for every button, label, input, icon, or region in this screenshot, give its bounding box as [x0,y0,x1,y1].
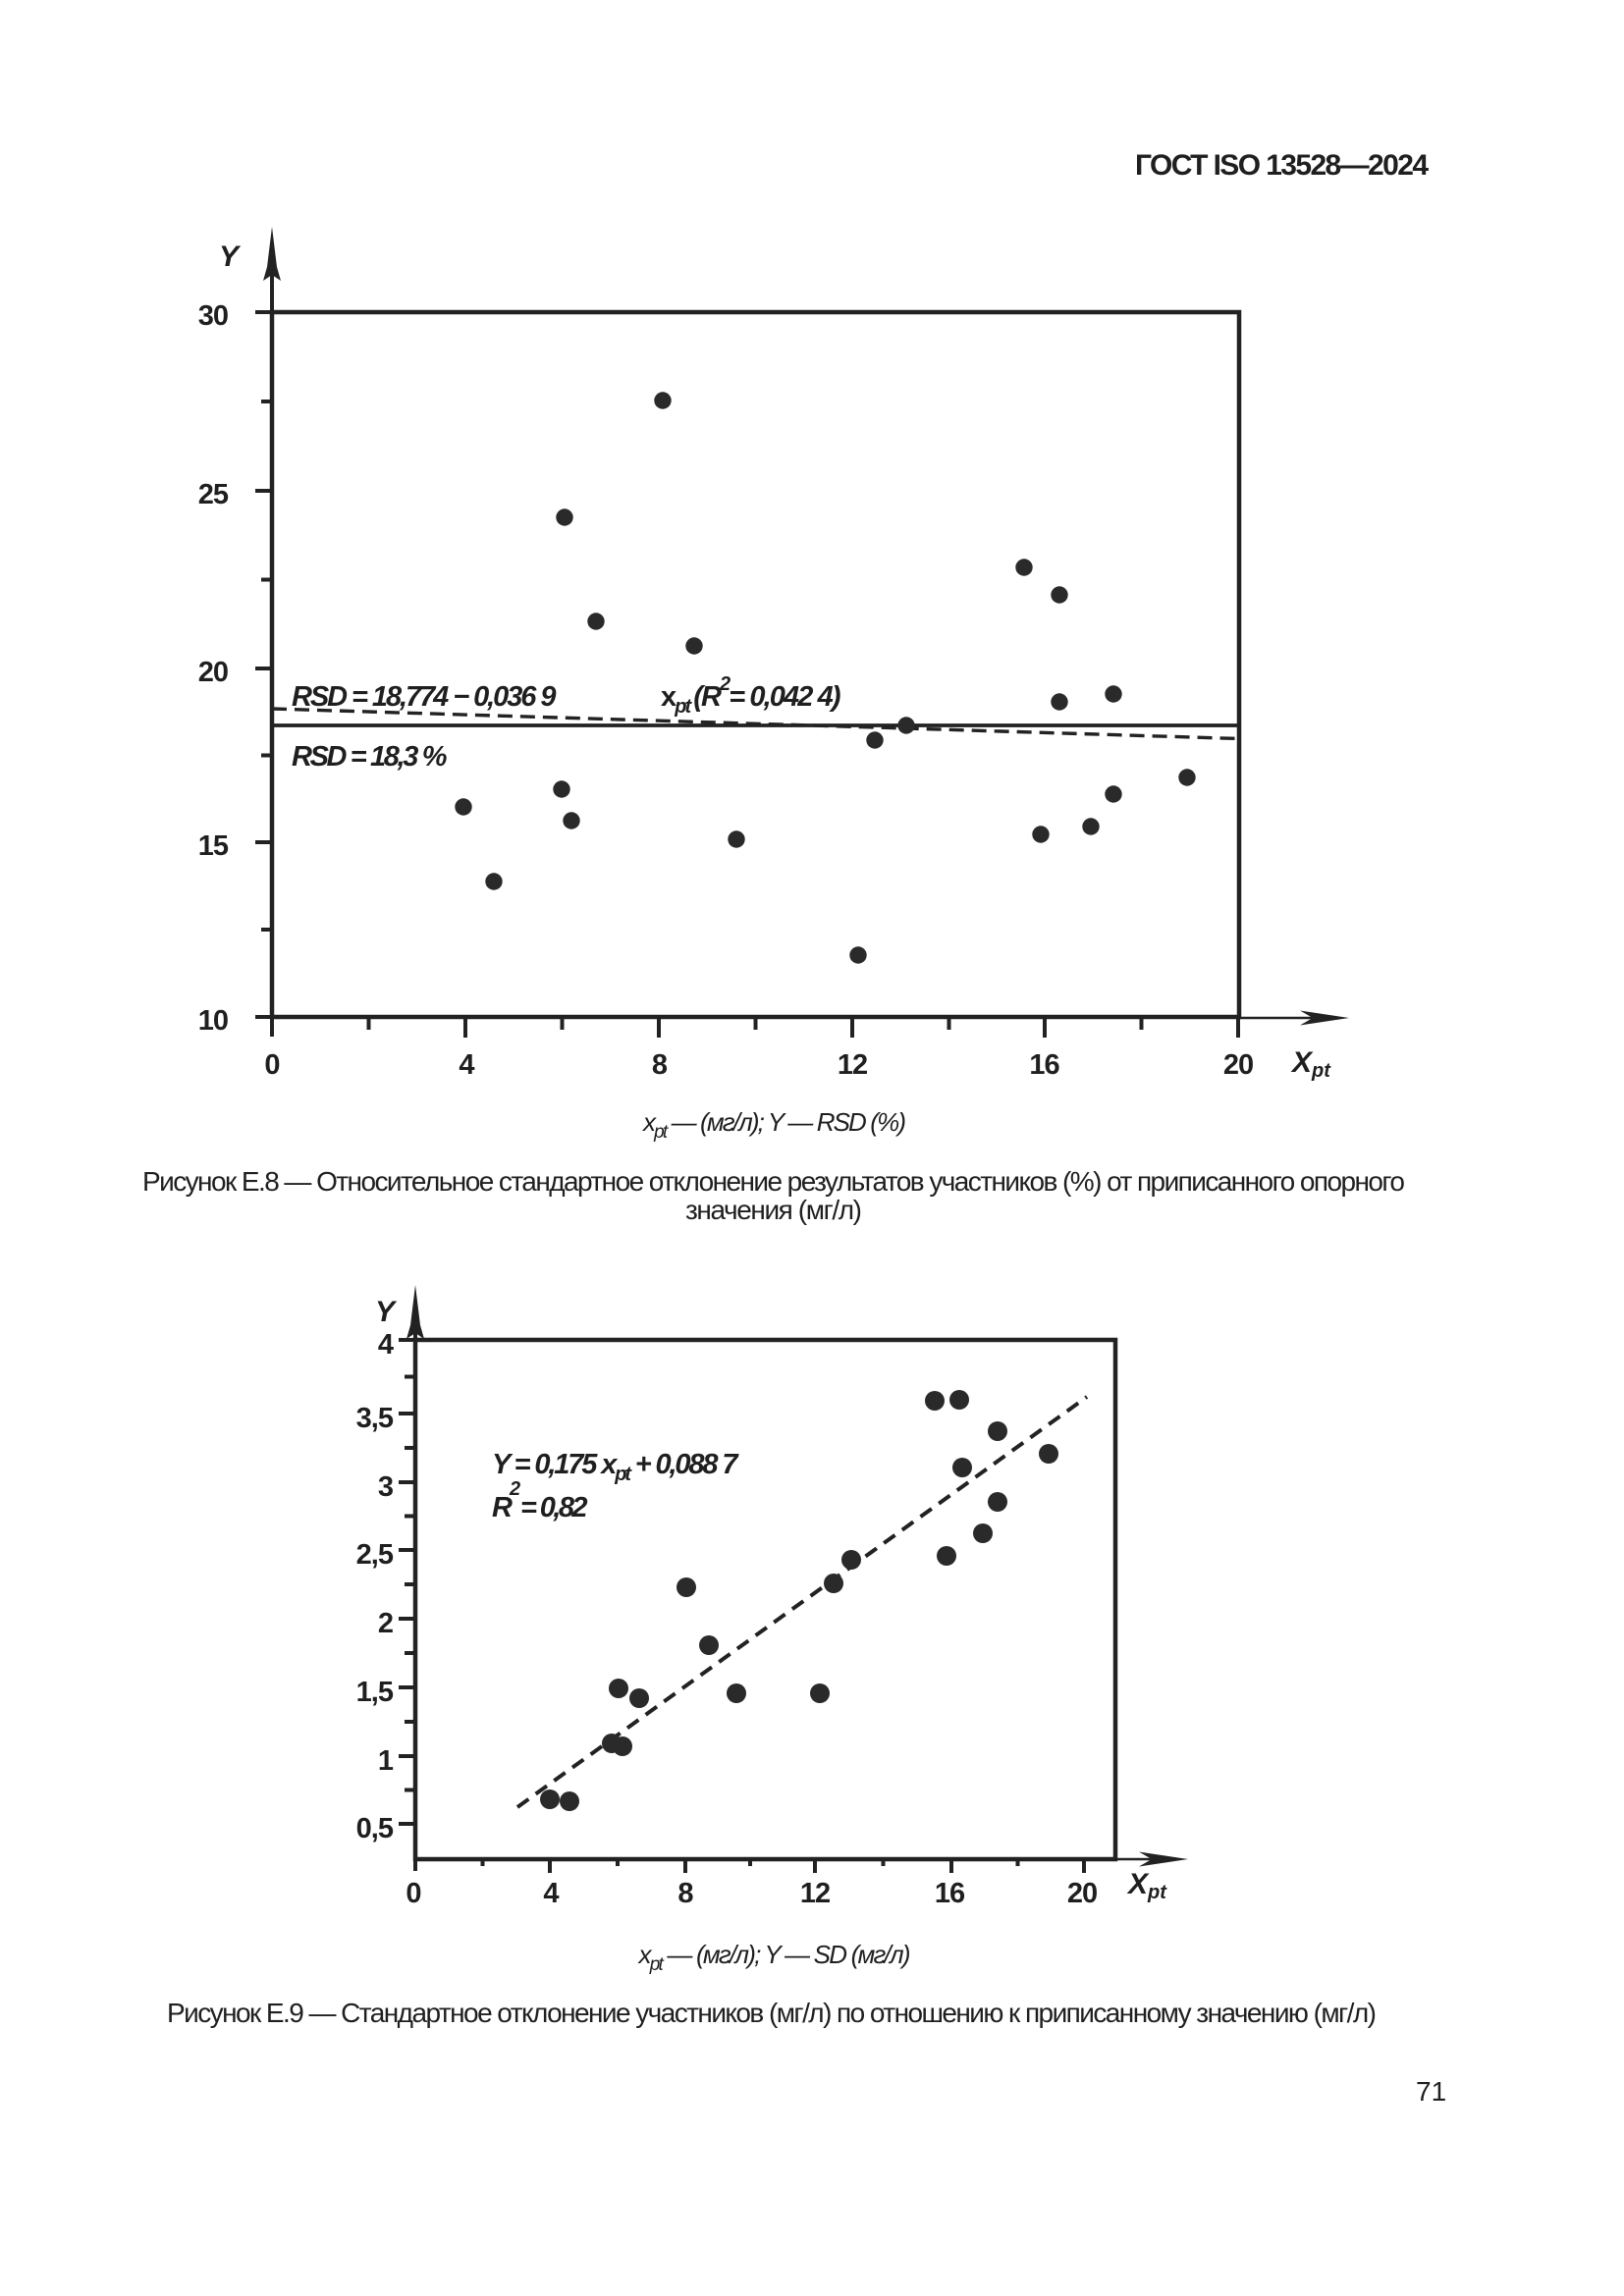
svg-text:15: 15 [198,830,229,862]
svg-text:Xpt: Xpt [1290,1046,1331,1082]
svg-text:71: 71 [1416,2076,1446,2107]
svg-text:2,5: 2,5 [356,1539,394,1571]
svg-text:0: 0 [406,1878,420,1909]
svg-text:xpt — (мг/л); Y — SD (мг/л): xpt — (мг/л); Y — SD (мг/л) [637,1940,911,1975]
svg-text:8: 8 [652,1049,668,1081]
svg-text:12: 12 [800,1878,830,1909]
svg-text:12: 12 [838,1049,867,1081]
svg-text:3,5: 3,5 [356,1403,394,1434]
svg-text:30: 30 [198,300,228,332]
svg-text:4: 4 [459,1049,474,1081]
svg-text:10: 10 [198,1005,228,1037]
svg-text:= 0,82: = 0,82 [520,1492,587,1523]
svg-text:Рисунок Е.9 — Стандартное откл: Рисунок Е.9 — Стандартное отклонение уча… [167,1998,1377,2028]
svg-text:Y: Y [375,1296,398,1328]
svg-text:0,5: 0,5 [356,1813,394,1844]
svg-text:8: 8 [677,1878,693,1909]
svg-text:Y: Y [219,240,242,273]
svg-text:Рисунок Е.8 — Относительное ст: Рисунок Е.8 — Относительное стандартное … [142,1166,1405,1197]
svg-text:xpt (R2= 0,042 4): xpt (R2= 0,042 4) [661,673,840,718]
svg-text:1,5: 1,5 [356,1677,394,1708]
svg-text:20: 20 [198,657,228,688]
svg-text:2: 2 [509,1478,520,1500]
svg-text:xpt — (мг/л); Y — RSD (%): xpt — (мг/л); Y — RSD (%) [641,1107,906,1143]
svg-text:20: 20 [1067,1878,1097,1909]
svg-text:1: 1 [378,1745,394,1777]
svg-text:20: 20 [1223,1049,1253,1081]
svg-text:25: 25 [198,479,229,510]
svg-text:Y = 0,175 xpt + 0,088 7: Y = 0,175 xpt + 0,088 7 [492,1449,739,1485]
svg-text:16: 16 [1029,1049,1059,1081]
svg-text:16: 16 [935,1878,965,1909]
svg-text:0: 0 [264,1049,279,1081]
svg-text:3: 3 [378,1471,394,1503]
svg-text:4: 4 [543,1878,559,1909]
svg-text:Xpt: Xpt [1126,1868,1167,1903]
svg-text:значения (мг/л): значения (мг/л) [685,1195,862,1225]
svg-text:2: 2 [378,1608,393,1639]
svg-text:4: 4 [378,1329,394,1361]
svg-text:RSD = 18,774 − 0,036 9: RSD = 18,774 − 0,036 9 [292,681,556,713]
svg-text:R: R [492,1492,513,1523]
svg-text:RSD = 18,3 %: RSD = 18,3 % [292,741,447,773]
svg-text:ГОСТ ISO 13528—2024: ГОСТ ISO 13528—2024 [1135,149,1429,182]
